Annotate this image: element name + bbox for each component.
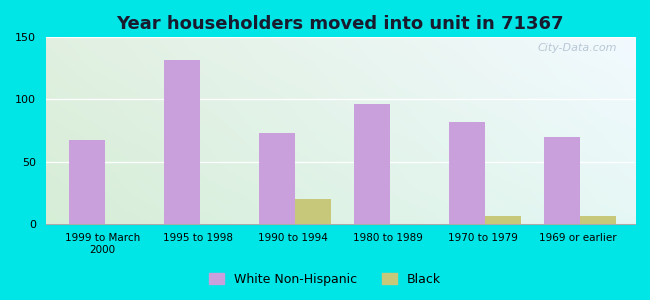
Bar [164, 60, 200, 224]
Text: City-Data.com: City-Data.com [538, 43, 618, 53]
Bar [294, 199, 331, 224]
Bar [448, 122, 485, 224]
Bar [580, 216, 616, 224]
Bar [354, 104, 390, 224]
Bar [68, 140, 105, 224]
Bar [485, 216, 521, 224]
Legend: White Non-Hispanic, Black: White Non-Hispanic, Black [204, 268, 446, 291]
Title: Year householders moved into unit in 71367: Year householders moved into unit in 713… [116, 15, 564, 33]
Bar [259, 133, 294, 224]
Bar [544, 137, 580, 224]
